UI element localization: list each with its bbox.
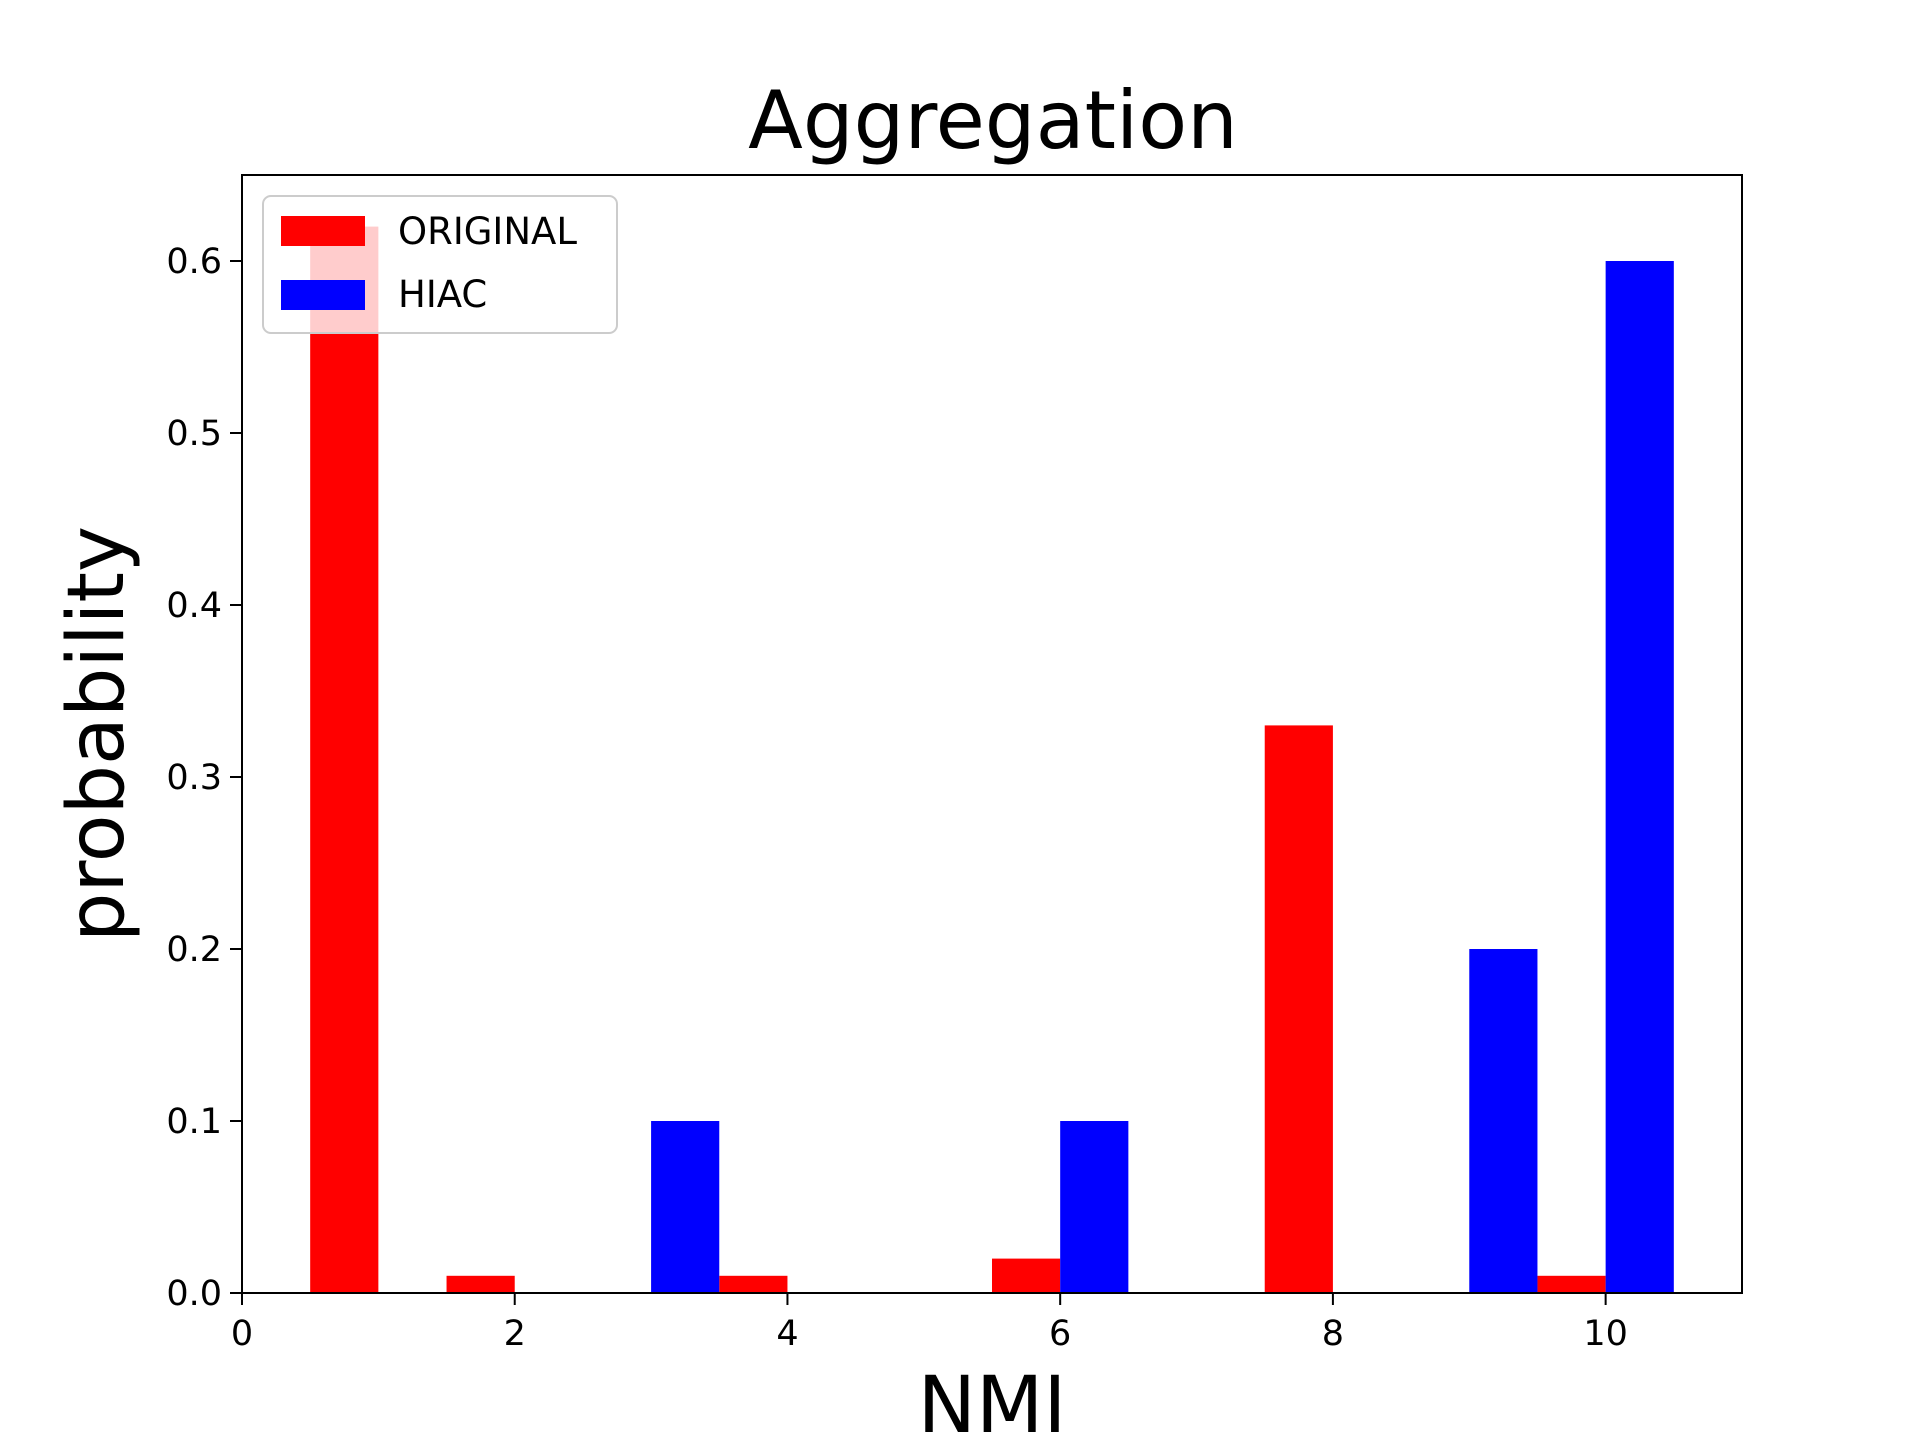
bar-original-5 <box>992 1258 1061 1293</box>
y-axis-label: probability <box>52 526 142 942</box>
bar-original-3 <box>719 1275 788 1293</box>
y-tick-label: 0.2 <box>166 930 222 970</box>
bar-original-0 <box>310 226 379 1294</box>
x-tick-label: 2 <box>504 1314 526 1354</box>
y-axis-ticks: 0.0 0.1 0.2 0.3 0.4 0.5 0.6 <box>166 242 242 1314</box>
y-tick-label: 0.5 <box>166 414 222 454</box>
x-tick-label: 8 <box>1322 1314 1344 1354</box>
x-tick-label: 4 <box>776 1314 798 1354</box>
bar-hiac-9 <box>1605 261 1674 1293</box>
legend-label-hiac: HIAC <box>398 273 487 316</box>
x-tick-label: 6 <box>1049 1314 1071 1354</box>
plot-frame <box>241 174 1743 1294</box>
y-tick-label: 0.3 <box>166 758 222 798</box>
x-axis-label: NMI <box>918 1361 1067 1440</box>
legend: ORIGINAL HIAC <box>262 195 618 334</box>
bar-hiac-5 <box>1060 1121 1129 1293</box>
y-tick-label: 0.1 <box>166 1102 222 1142</box>
bars-layer <box>310 226 1674 1294</box>
bar-hiac-2 <box>651 1121 720 1293</box>
legend-swatch-hiac <box>281 280 365 310</box>
y-tick-label: 0.4 <box>166 586 222 626</box>
bar-original-7 <box>1264 725 1333 1293</box>
bar-original-1 <box>446 1275 515 1293</box>
x-tick-label: 10 <box>1583 1314 1628 1354</box>
y-tick-label: 0.0 <box>166 1274 222 1314</box>
bar-hiac-8 <box>1469 949 1538 1293</box>
legend-swatch-original <box>281 216 365 246</box>
x-tick-label: 0 <box>231 1314 253 1354</box>
x-axis-ticks: 0 2 4 6 8 10 <box>231 1293 1628 1354</box>
y-tick-label: 0.6 <box>166 242 222 282</box>
chart-title: Aggregation <box>748 74 1238 167</box>
bar-original-9 <box>1537 1275 1606 1293</box>
legend-label-original: ORIGINAL <box>398 210 577 253</box>
